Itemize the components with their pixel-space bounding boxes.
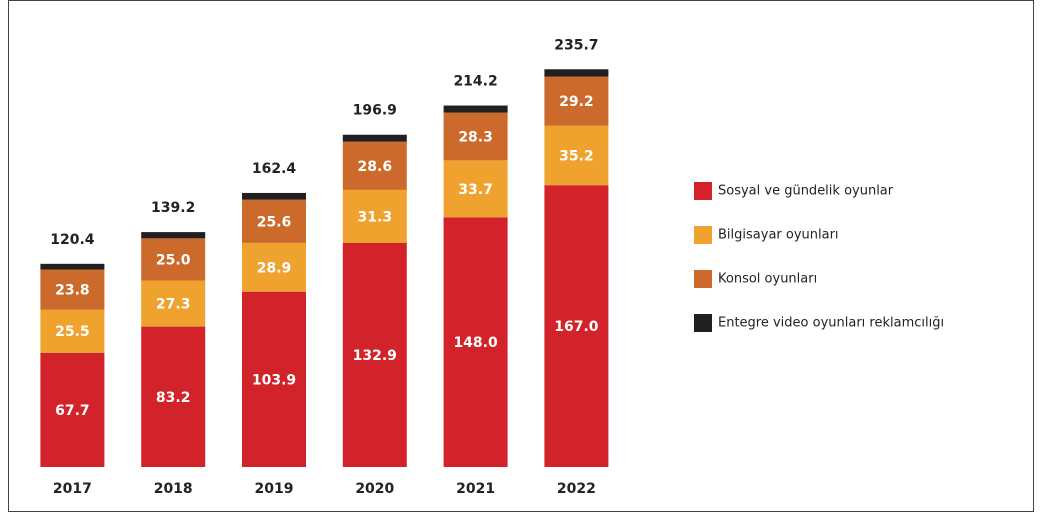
x-tick-label: 2020 [355,481,394,497]
x-tick-label: 2018 [154,481,193,497]
x-tick-label: 2021 [456,481,495,497]
data-label: 148.0 [453,335,498,351]
bar-segment [242,192,306,200]
total-label: 235.7 [554,37,598,53]
total-label: 214.2 [453,74,497,90]
x-tick-label: 2022 [557,481,596,497]
bar-segment [443,105,508,113]
total-label: 120.4 [50,232,95,248]
bar-segment [141,232,206,239]
total-label: 162.4 [252,161,297,177]
bar-segment [242,199,306,243]
data-label: 27.3 [156,297,191,313]
bar-segment [443,112,508,161]
x-tick-label: 2019 [255,481,294,497]
legend-swatch [694,314,712,332]
bar-segment [40,352,105,467]
data-label: 25.0 [156,252,191,268]
data-label: 25.6 [257,214,292,230]
bar-segment [544,76,609,126]
total-label: 196.9 [353,103,397,119]
bar-segment [443,217,508,467]
data-label: 132.9 [353,348,397,364]
bar-segment [342,189,407,243]
data-label: 35.2 [559,148,594,164]
legend-label: Bilgisayar oyunları [718,228,839,243]
frame [8,0,1034,512]
legend-swatch [694,226,712,244]
bar-segment [242,291,306,467]
bar-segment [40,309,105,353]
data-label: 103.9 [252,372,296,388]
data-label: 28.9 [257,260,292,276]
data-label: 83.2 [156,390,191,406]
bar-segment [544,69,609,77]
data-label: 29.2 [559,94,594,110]
bar-segment [242,242,306,292]
legend-label: Entegre video oyunları reklamcılığı [718,316,944,331]
bar-segment [141,238,206,281]
bar-segment [141,326,206,467]
x-tick-label: 2017 [53,481,92,497]
total-label: 139.2 [151,200,195,216]
bar-segment [342,134,407,142]
legend-swatch [694,182,712,200]
data-label: 23.8 [55,283,90,299]
data-label: 33.7 [458,182,493,198]
legend-label: Sosyal ve gündelik oyunlar [718,184,894,199]
data-label: 31.3 [358,209,393,225]
bar-segment [342,141,407,190]
legend-label: Konsol oyunları [718,272,817,287]
bar-segment [40,263,105,270]
bar-segment [443,160,508,218]
data-label: 25.5 [55,324,90,340]
data-label: 167.0 [554,319,599,335]
bar-segment [544,185,609,467]
data-label: 28.6 [358,159,393,175]
bar-segment [342,242,407,467]
bar-segment [544,125,609,186]
bar-segment [40,269,105,310]
bar-segment [141,280,206,327]
legend-swatch [694,270,712,288]
data-label: 67.7 [55,403,90,419]
data-label: 28.3 [458,130,493,146]
